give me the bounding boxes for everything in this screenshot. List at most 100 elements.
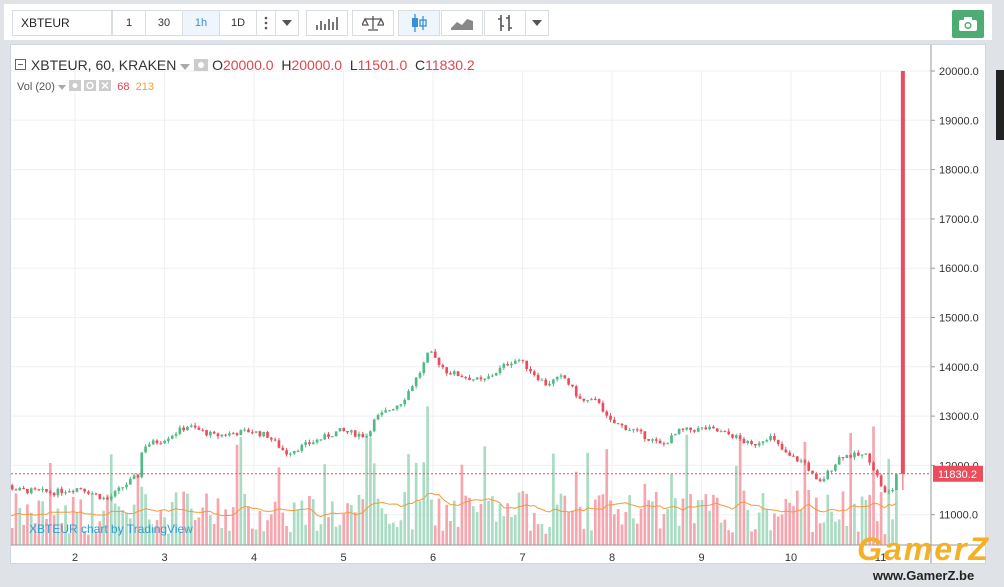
- x-tick-label: 3: [161, 552, 167, 563]
- candle-body: [452, 371, 456, 375]
- y-tick-label: 19000.0: [939, 115, 979, 127]
- y-tick-label: 17000.0: [939, 214, 979, 226]
- x-tick-label: 5: [340, 552, 346, 563]
- candle-body: [186, 426, 189, 431]
- bars-icon[interactable]: [484, 10, 526, 36]
- volume-bar: [559, 493, 563, 545]
- volume-bar: [746, 509, 750, 545]
- volume-bar: [815, 497, 818, 545]
- volume-bar: [90, 493, 94, 545]
- candle-body: [784, 449, 788, 453]
- chart-type-dropdown-icon[interactable]: [525, 10, 549, 36]
- camera-icon[interactable]: [952, 10, 984, 38]
- candle-body: [228, 433, 231, 436]
- gamerz-url: www.GamerZ.be: [872, 568, 975, 583]
- volume-bar: [799, 509, 803, 545]
- candle-body: [555, 376, 559, 380]
- tradingview-watermark[interactable]: XBTEUR chart by TradingView: [29, 522, 193, 536]
- x-tick-label: 10: [785, 552, 797, 563]
- volume-bar: [658, 528, 662, 545]
- more-dots-icon[interactable]: [256, 10, 276, 36]
- close-label: C: [415, 57, 426, 73]
- candle-body: [71, 491, 75, 493]
- volume-bar: [875, 521, 879, 545]
- volume-bar: [308, 495, 311, 545]
- symbol-title[interactable]: XBTEUR, 60, KRAKEN: [30, 57, 177, 73]
- candle-body: [243, 429, 246, 431]
- volume-bar: [472, 506, 475, 545]
- candle-body: [224, 434, 227, 436]
- candle-body: [795, 456, 799, 462]
- candle-body: [300, 444, 304, 451]
- candle-body: [399, 404, 403, 406]
- volume-bar: [159, 510, 163, 545]
- volume-bar: [186, 493, 189, 545]
- x-tick-label: 8: [609, 552, 615, 563]
- volume-bar: [216, 498, 220, 545]
- indicators-icon[interactable]: [306, 10, 348, 36]
- candle-body: [479, 377, 483, 380]
- x-tick-label: 7: [519, 552, 525, 563]
- volume-bar: [98, 521, 102, 545]
- volume-bar: [849, 432, 852, 545]
- candle-body: [666, 443, 670, 445]
- area-icon[interactable]: [441, 10, 483, 36]
- volume-bar: [788, 502, 791, 545]
- candle-body: [639, 429, 643, 432]
- candle-body: [270, 437, 273, 440]
- eye-icon[interactable]: [194, 59, 209, 71]
- volume-bar: [136, 474, 140, 545]
- volume-bar: [517, 492, 521, 545]
- candle-body: [372, 419, 376, 432]
- volume-close-icon[interactable]: [99, 80, 112, 91]
- volume-bar: [250, 528, 254, 545]
- interval-1d-button[interactable]: 1D: [219, 10, 257, 36]
- volume-bar: [578, 506, 582, 545]
- chart-area[interactable]: 20000.0 19000.0 18000.0 17000.0 16000.0 15000…: [10, 44, 986, 564]
- dropdown-icon[interactable]: [275, 10, 299, 36]
- candle-body: [776, 439, 780, 444]
- candle-body: [780, 443, 784, 450]
- interval-30-button[interactable]: 30: [145, 10, 183, 36]
- candle-body: [128, 478, 132, 485]
- symbol-input[interactable]: XBTEUR: [12, 10, 112, 36]
- volume-bar: [864, 499, 868, 545]
- volume-bar: [536, 524, 540, 545]
- volume-bar: [708, 510, 711, 545]
- candle-body: [849, 455, 852, 458]
- candle-body: [330, 436, 334, 438]
- candles-icon[interactable]: [398, 10, 440, 36]
- legend-dropdown-icon[interactable]: [180, 64, 191, 70]
- volume-dropdown-icon[interactable]: [57, 85, 66, 90]
- candle-body: [14, 489, 18, 491]
- interval-1-button[interactable]: 1: [112, 10, 146, 36]
- volume-bar: [563, 495, 567, 545]
- volume-bar: [441, 530, 445, 545]
- interval-1h-button[interactable]: 1h: [182, 10, 220, 36]
- volume-settings-icon[interactable]: [84, 80, 97, 91]
- volume-bar: [350, 505, 353, 545]
- collapse-icon[interactable]: [15, 59, 27, 71]
- y-tick-label: 16000.0: [939, 263, 979, 275]
- candle-body: [853, 452, 856, 458]
- volume-bar: [792, 506, 795, 545]
- volume-bar: [765, 509, 769, 545]
- volume-bar: [456, 526, 460, 545]
- candle-body: [654, 439, 658, 441]
- candle-body: [879, 475, 883, 487]
- candle-body: [106, 497, 109, 500]
- compare-icon[interactable]: [352, 10, 394, 36]
- volume-bar: [662, 514, 666, 545]
- volume-bar: [189, 508, 193, 545]
- candle-body: [281, 447, 285, 451]
- volume-title[interactable]: Vol (20): [17, 81, 55, 93]
- candle-body: [483, 378, 487, 380]
- price-chart[interactable]: 20000.0 19000.0 18000.0 17000.0 16000.0 15000…: [11, 45, 985, 563]
- volume-bar: [18, 507, 22, 545]
- volume-bar: [29, 512, 33, 545]
- volume-bar: [102, 510, 105, 545]
- volume-eye-icon[interactable]: [69, 80, 82, 91]
- candle-body: [811, 470, 814, 474]
- candle-body: [45, 489, 48, 492]
- volume-bar: [75, 513, 79, 545]
